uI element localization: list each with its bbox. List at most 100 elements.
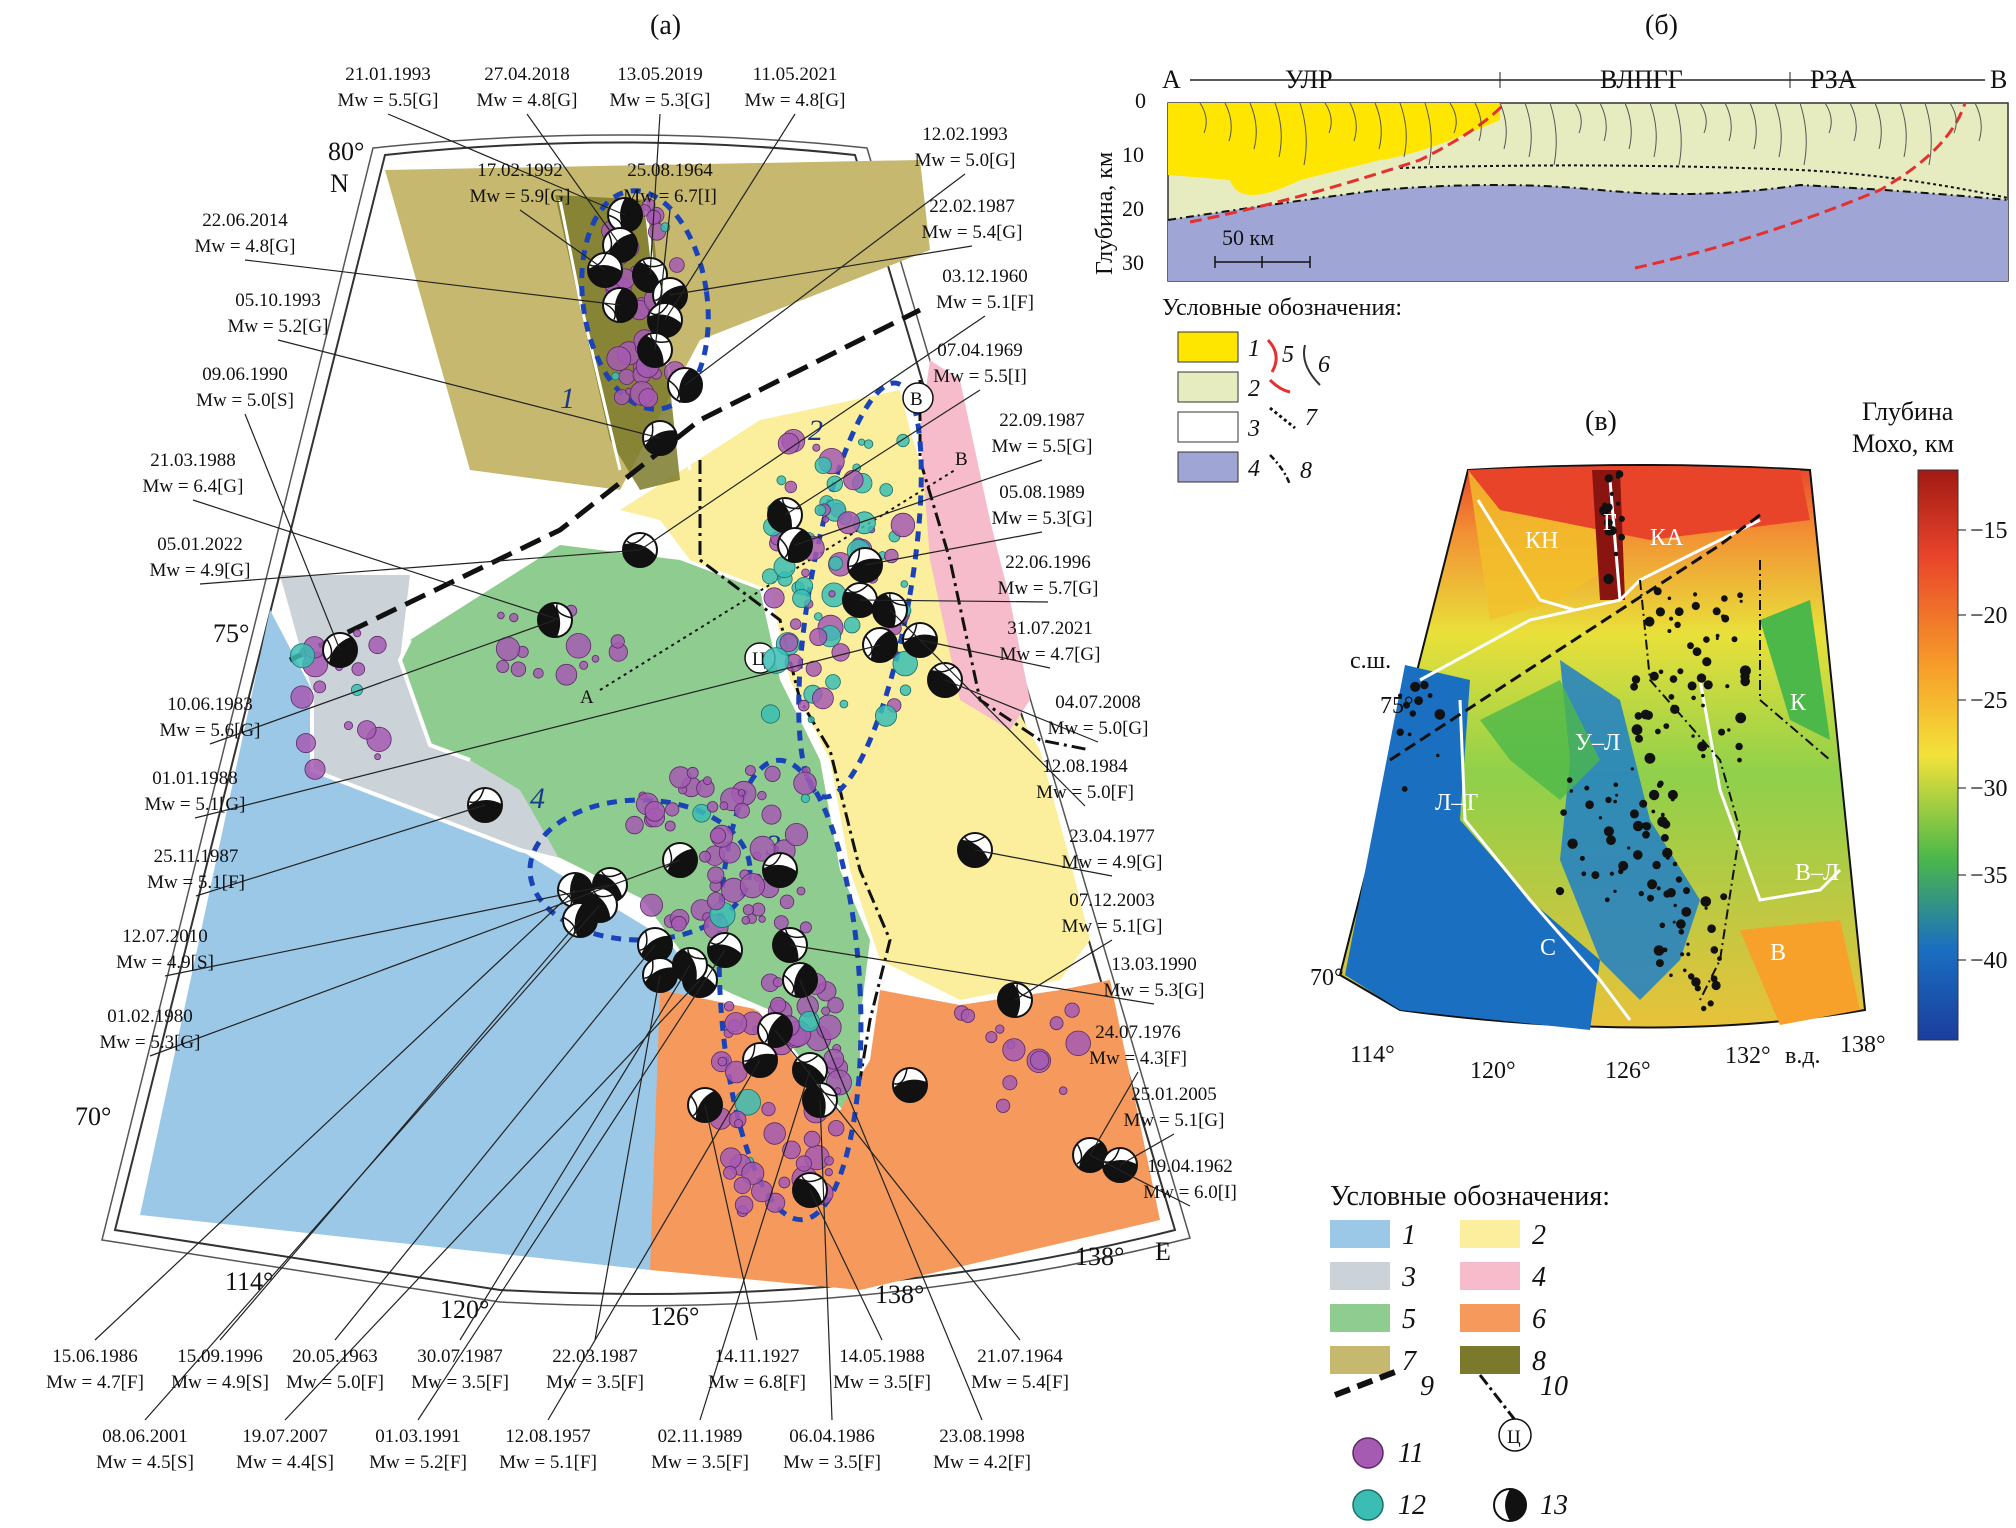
event-date: 23.04.1977 xyxy=(1069,826,1155,847)
section-legend-sym-8 xyxy=(1269,454,1292,486)
leader-line xyxy=(974,849,1113,877)
seismic-event-purple xyxy=(669,257,685,273)
seismic-event-purple xyxy=(1002,1038,1026,1062)
seismic-event-purple xyxy=(816,1014,842,1041)
profile-point-b: В xyxy=(955,449,968,470)
moho-event-dot xyxy=(1585,800,1594,809)
moho-event-dot xyxy=(1613,889,1617,893)
event-date: 05.10.1993 xyxy=(235,290,321,311)
moho-event-dot xyxy=(1731,636,1738,643)
east-label: E xyxy=(1155,1237,1171,1266)
section-moho xyxy=(1167,183,2009,221)
profile-point-a: А xyxy=(580,687,594,708)
section-fault-line xyxy=(1549,102,1557,166)
seismic-event-purple xyxy=(734,1195,754,1215)
event-magnitude: Mw = 5.9[G] xyxy=(470,186,571,207)
event-date: 15.09.1996 xyxy=(177,1346,263,1367)
moho-event-dot xyxy=(1669,973,1673,978)
lon-label-126: 126° xyxy=(650,1302,699,1331)
seismic-event-purple xyxy=(793,771,817,796)
section-fault-line xyxy=(1749,102,1757,150)
section-fault-line xyxy=(1949,102,1957,134)
section-scale-bar xyxy=(1214,256,1311,268)
legend-num-12: 12 xyxy=(1398,1490,1426,1521)
section-fault-line xyxy=(1274,102,1282,158)
section-layer-1 xyxy=(1168,103,1500,195)
event-magnitude: Mw = 3.5[F] xyxy=(783,1452,881,1473)
legend-swatch xyxy=(1460,1346,1520,1374)
moho-event-dot xyxy=(1700,896,1712,907)
moho-event-dot xyxy=(1640,709,1651,720)
moho-event-dot xyxy=(1606,835,1616,846)
moho-event-dot xyxy=(1656,886,1661,891)
zone-number-4: 4 xyxy=(530,782,545,815)
moho-event-dot xyxy=(1629,809,1639,819)
section-legend-swatch-2 xyxy=(1177,371,1239,403)
moho-event-dot xyxy=(1603,826,1614,837)
moho-green-ul xyxy=(1480,680,1600,800)
seismic-event-purple xyxy=(769,996,787,1014)
section-fault-line xyxy=(1774,102,1782,158)
seismic-event-purple xyxy=(290,685,314,709)
moho-event-dot xyxy=(1579,855,1585,861)
leader-line xyxy=(209,619,556,745)
moho-event-dot xyxy=(1678,929,1685,935)
moho-event-dot xyxy=(1673,903,1677,908)
event-magnitude: Mw = 4.9[G] xyxy=(1062,852,1163,873)
moho-event-dot xyxy=(1740,676,1750,687)
event-date: 23.08.1998 xyxy=(939,1426,1025,1447)
moho-boundary-10b xyxy=(1759,560,1831,761)
point-ts-label: Ц xyxy=(752,649,766,670)
event-magnitude: Mw = 5.0[F] xyxy=(1036,782,1134,803)
moho-event-dot xyxy=(1642,830,1650,839)
lat-label-80: 80° xyxy=(328,137,364,166)
event-magnitude: Mw = 5.4[F] xyxy=(971,1372,1069,1393)
seismic-event-purple xyxy=(790,618,802,630)
moho-event-dot xyxy=(1707,924,1716,933)
event-magnitude: Mw = 6.8[F] xyxy=(708,1372,806,1393)
section-fault-line xyxy=(1424,102,1432,166)
event-magnitude: Mw = 5.3[G] xyxy=(992,508,1093,529)
moho-event-dot xyxy=(1710,946,1719,954)
section-legend-num-3: 3 xyxy=(1247,416,1260,442)
seismic-event-purple xyxy=(706,801,719,813)
event-date: 22.06.2014 xyxy=(202,210,288,231)
event-magnitude: Mw = 4.8[G] xyxy=(195,236,296,257)
leader-line xyxy=(799,979,983,1421)
legend-swatch-num: 7 xyxy=(1402,1346,1417,1377)
seismic-event-purple xyxy=(761,804,782,825)
colorbar-title-1: Глубина xyxy=(1862,397,1954,426)
moho-event-dot xyxy=(1567,838,1578,849)
leader-line xyxy=(639,315,986,551)
section-left-label: А xyxy=(1162,65,1181,94)
seismic-event-purple xyxy=(764,765,781,783)
seismic-event-purple xyxy=(1064,1002,1080,1018)
section-tick-20: 20 xyxy=(1122,196,1144,221)
leader-line xyxy=(1089,1071,1139,1156)
leader-line xyxy=(809,1189,883,1341)
seismic-event-purple xyxy=(496,660,510,674)
section-legend-num-1: 1 xyxy=(1248,336,1260,362)
seismic-event-purple xyxy=(742,904,755,916)
colorbar-title-2: Мохо, км xyxy=(1852,429,1954,458)
moho-event-dot xyxy=(1409,710,1417,717)
event-date: 20.05.1963 xyxy=(292,1346,378,1367)
moho-boundary-white-5 xyxy=(1698,679,1842,902)
section-fault-line xyxy=(1474,102,1482,142)
moho-event-dot xyxy=(1618,860,1629,871)
moho-event-dot xyxy=(1630,767,1634,771)
moho-lon-120: 120° xyxy=(1470,1058,1516,1084)
moho-event-dot xyxy=(1569,789,1574,793)
event-magnitude: Mw = 6.7[I] xyxy=(623,186,717,207)
seismic-event-purple xyxy=(723,1001,735,1012)
moho-event-dot xyxy=(1649,671,1659,681)
event-magnitude: Mw = 5.4[G] xyxy=(922,222,1023,243)
seismic-event-purple xyxy=(1058,1086,1068,1095)
section-zone-vlpgg: ВЛПГГ xyxy=(1600,65,1683,94)
seismic-event-purple xyxy=(720,1147,742,1169)
moho-event-dot xyxy=(1653,945,1665,956)
event-magnitude: Mw = 5.3[G] xyxy=(1104,980,1205,1001)
event-magnitude: Mw = 5.1[G] xyxy=(145,794,246,815)
section-b: (б) А В УЛР ВЛПГГ РЗА 0 10 20 30 Глубина… xyxy=(1092,10,2009,486)
seismic-event-purple xyxy=(733,1176,752,1195)
